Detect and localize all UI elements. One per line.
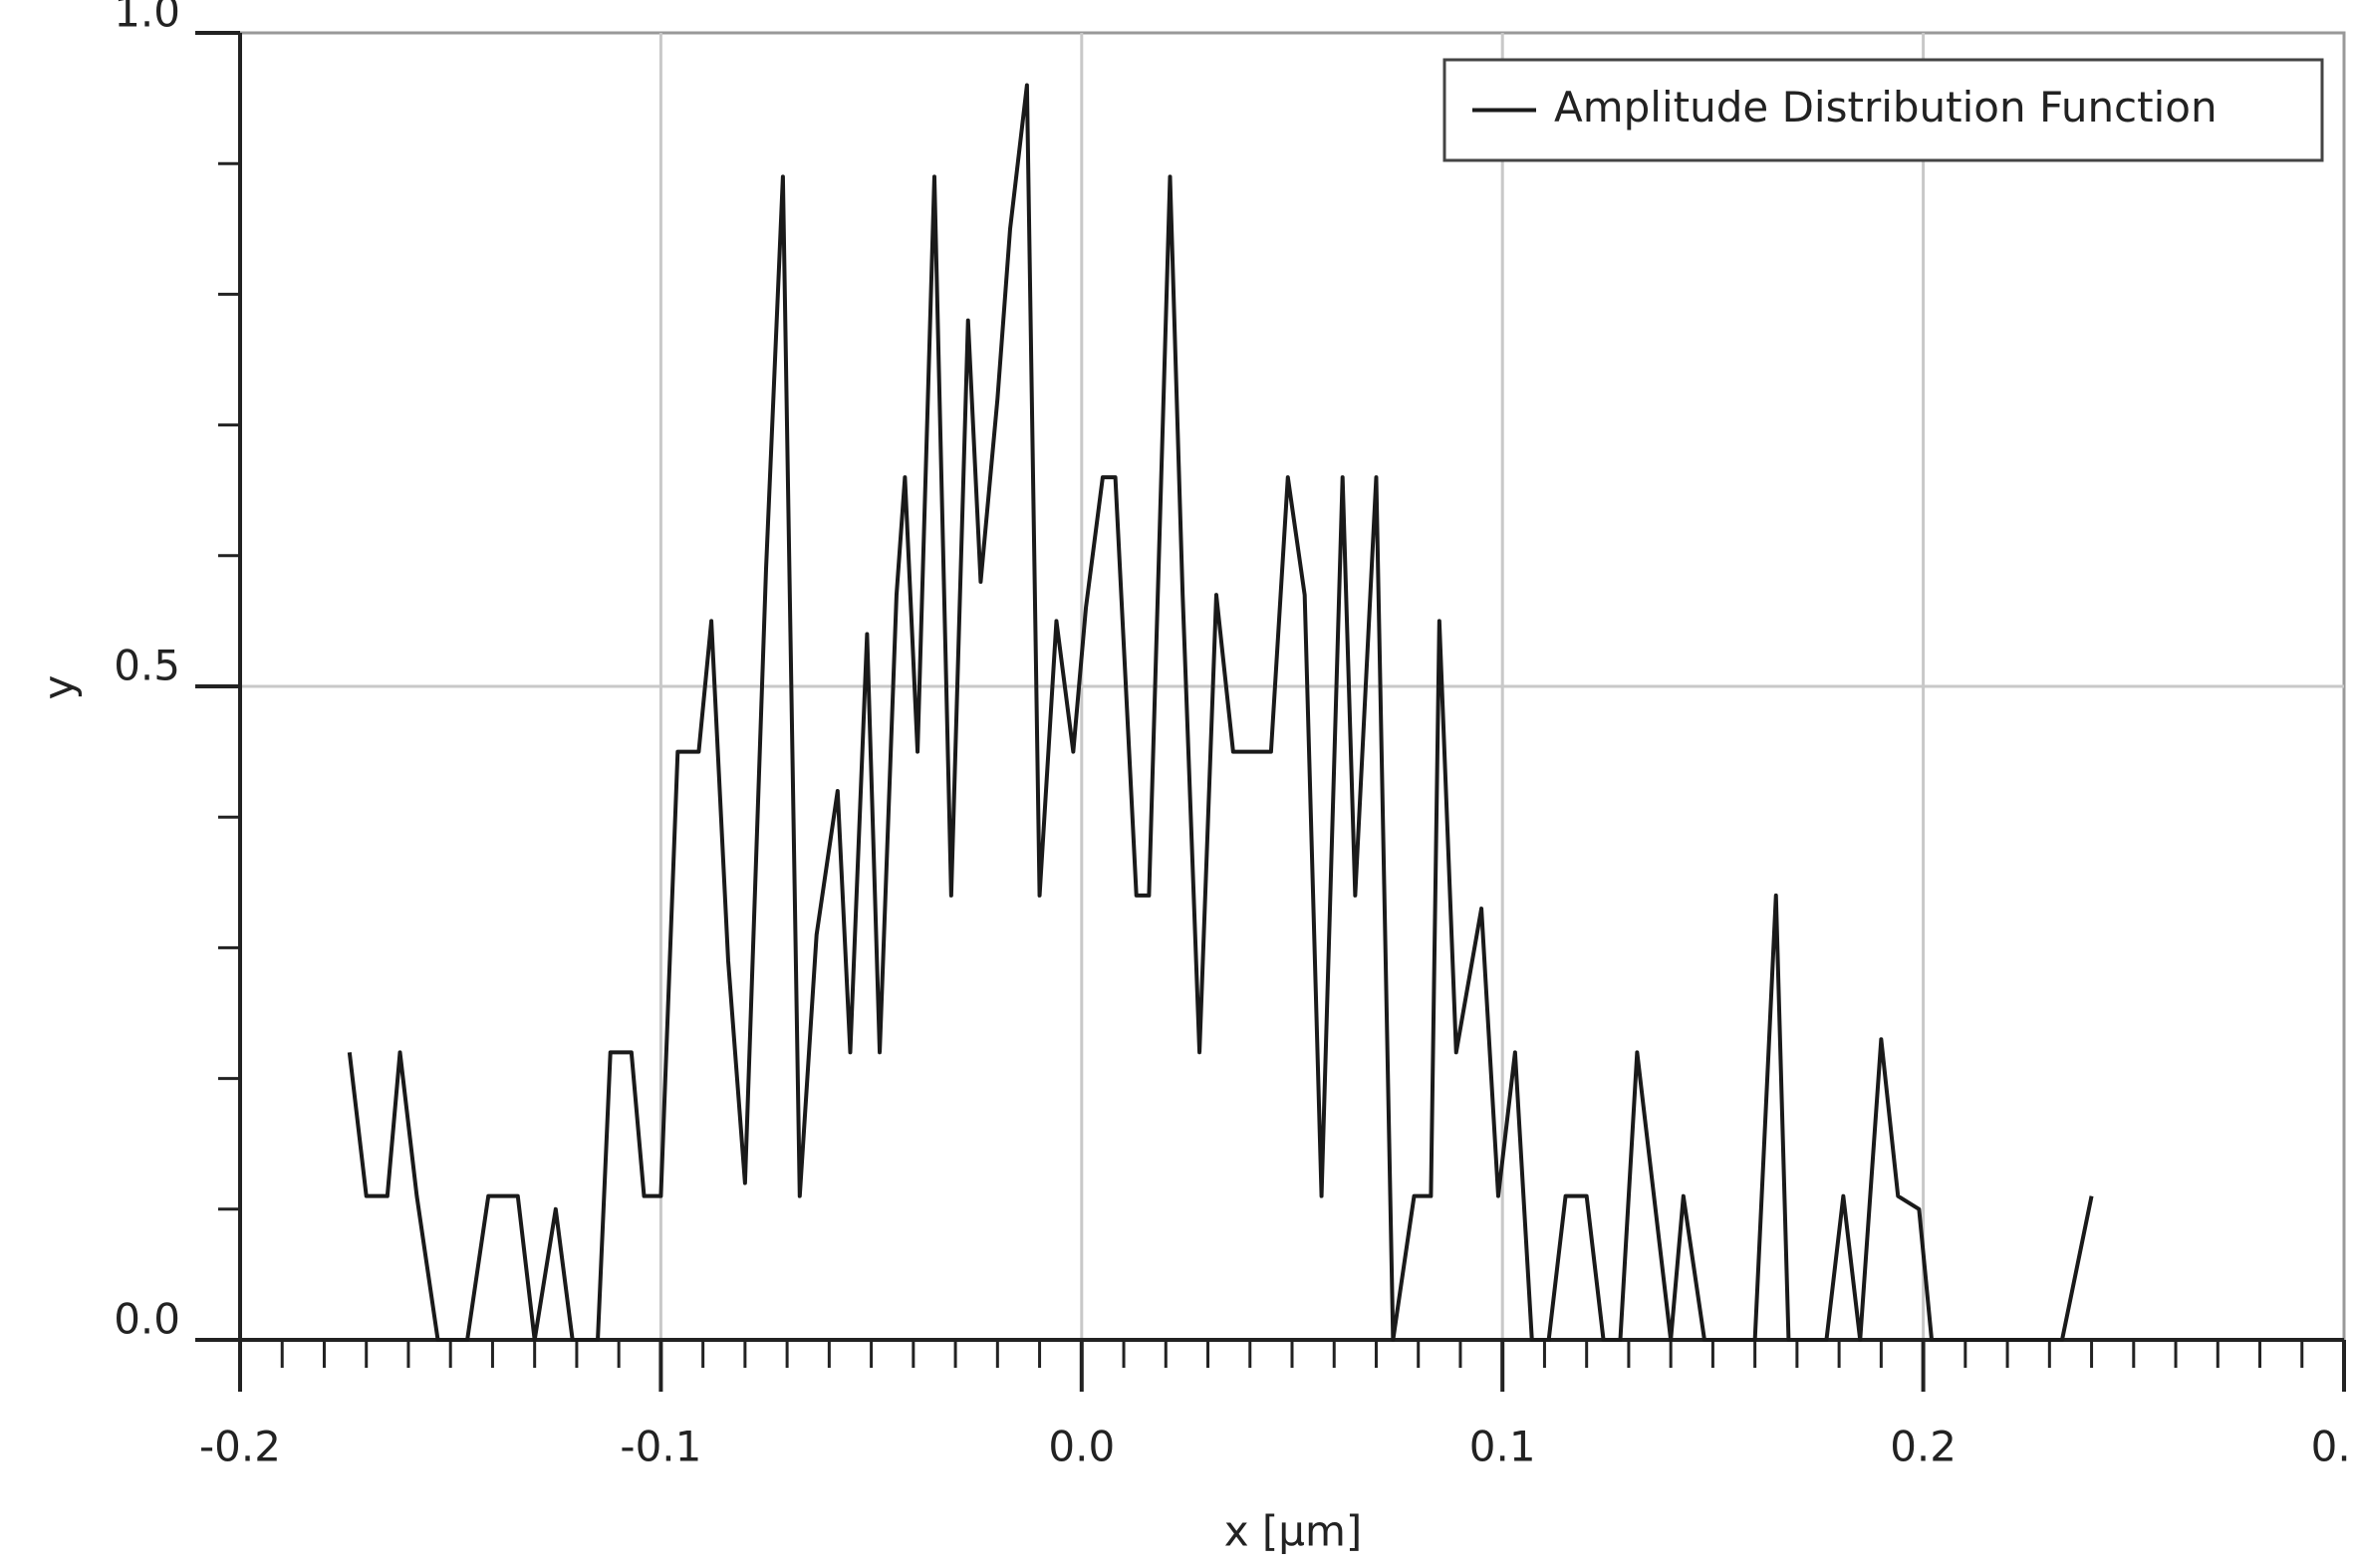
x-tick-label: 0.0 xyxy=(1048,1423,1115,1471)
x-tick-label: -0.2 xyxy=(199,1423,281,1471)
x-tick-label: -0.1 xyxy=(620,1423,701,1471)
legend-box xyxy=(1442,58,2324,162)
y-tick-label: 0.5 xyxy=(114,642,180,690)
x-axis-label: x [µm] xyxy=(1224,1507,1363,1556)
legend-label: Amplitude Distribution Function xyxy=(1554,83,2218,131)
data-line xyxy=(347,83,2094,1342)
y-axis-label: y xyxy=(35,675,84,700)
y-tick-label: 0.0 xyxy=(114,1295,180,1344)
y-tick-label: 1.0 xyxy=(114,0,180,37)
x-tick-label: 0.3 xyxy=(2311,1423,2353,1471)
x-tick-label: 0.1 xyxy=(1469,1423,1536,1471)
x-tick-label: 0.2 xyxy=(1890,1423,1957,1471)
